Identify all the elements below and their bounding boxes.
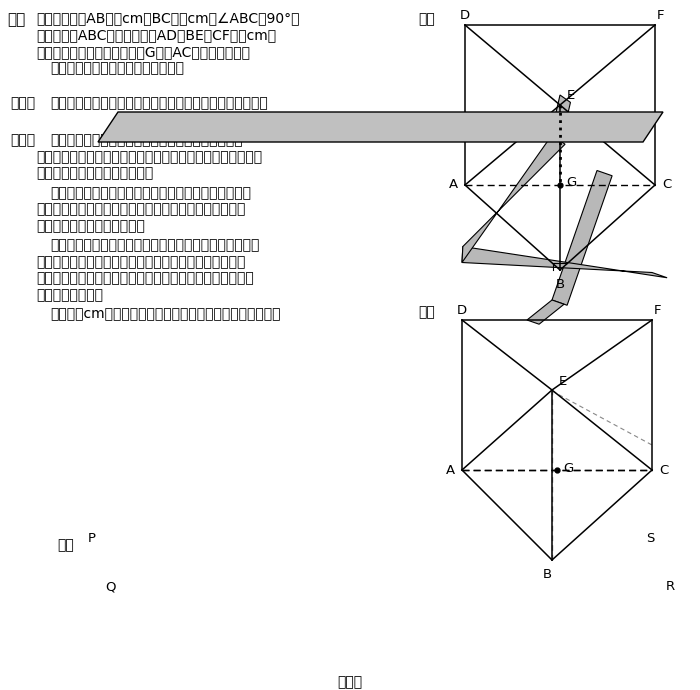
Text: 図１: 図１ [418,12,435,26]
Text: この三角柱の側面に，幅が一定である紙テープを面: この三角柱の側面に，幅が一定である紙テープを面 [50,133,243,148]
Text: 図３: 図３ [57,538,74,552]
Text: C: C [659,464,668,477]
Polygon shape [98,112,663,142]
Text: このとき，図２のように，紙テープの一方の長い縁の: このとき，図２のように，紙テープの一方の長い縁の [50,186,251,200]
Text: 図３は，巻きつけた紙テープを三角柱の辺ＢＥにそって: 図３は，巻きつけた紙テープを三角柱の辺ＢＥにそって [50,239,260,253]
Text: 一点を三角柱の点Ｅに重ね，もう一方の長い縁が三角柱: 一点を三角柱の点Ｅに重ね，もう一方の長い縁が三角柱 [36,202,246,217]
Text: A: A [446,464,455,477]
Text: G: G [563,462,573,475]
Text: ＢＣＦＥ，面ＡＣＦＤ，面ＡＢＥＤの順で，しわのないよう: ＢＣＦＥ，面ＡＣＦＤ，面ＡＢＥＤの順で，しわのないよう [36,150,262,164]
Text: にあった点をＰ，点Ｂの位置にあった点をＲとした四角形: にあった点をＰ，点Ｂの位置にあった点をＲとした四角形 [36,271,253,286]
Text: E: E [567,89,575,102]
Text: S: S [646,532,654,545]
Polygon shape [462,246,667,278]
Text: A: A [449,179,458,192]
Text: Q: Q [106,580,116,593]
Text: （ア）: （ア） [10,97,35,110]
Text: 右の図１は，AB＝６cm，BC＝８cm，∠ABC＝90°の: 右の図１は，AB＝６cm，BC＝８cm，∠ABC＝90°の [36,12,300,26]
Text: －５－: －５－ [337,675,363,689]
Text: F: F [657,9,664,22]
Polygon shape [552,170,612,305]
Text: （イ）: （イ） [10,133,35,148]
Polygon shape [462,135,565,262]
Text: G: G [566,177,576,190]
Text: B: B [542,568,552,581]
Text: B: B [555,278,565,291]
Text: の点Ｂに重なるようにする。: の点Ｂに重なるようにする。 [36,219,145,233]
Text: ＰＱ＝２cmのとき，四角形ＰＱＲＳの面積を求めなさい。: ＰＱ＝２cmのとき，四角形ＰＱＲＳの面積を求めなさい。 [50,308,281,322]
Text: P: P [88,532,96,545]
Text: E: E [559,375,567,388]
Text: 直角三角形ABCを底面とし，AD＝BE＝CF＝６cmを: 直角三角形ABCを底面とし，AD＝BE＝CF＝６cmを [36,28,276,43]
Text: C: C [662,179,671,192]
Text: 問６: 問６ [7,12,25,27]
Text: R: R [666,580,675,593]
Text: D: D [460,9,470,22]
Text: このとき，次の問いに答えなさい。: このとき，次の問いに答えなさい。 [50,61,184,75]
Text: 高さとする三角柱であり，点Gは辺ACの中点である。: 高さとする三角柱であり，点Gは辺ACの中点である。 [36,45,250,59]
Polygon shape [527,300,564,324]
Text: D: D [457,304,467,317]
Polygon shape [552,95,570,137]
Text: この三角柱において，２点Ｅ，Ｇ間の距離を求めなさい。: この三角柱において，２点Ｅ，Ｇ間の距離を求めなさい。 [50,97,267,110]
Text: 図２: 図２ [418,305,435,319]
Text: 切り，平面上に広げたものであり，三角柱の点Ｅの位置: 切り，平面上に広げたものであり，三角柱の点Ｅの位置 [36,255,246,269]
Text: F: F [654,304,662,317]
Text: に巻きつけていくことにする。: に巻きつけていくことにする。 [36,166,153,181]
Text: ＰＱＲＳである。: ＰＱＲＳである。 [36,288,103,302]
